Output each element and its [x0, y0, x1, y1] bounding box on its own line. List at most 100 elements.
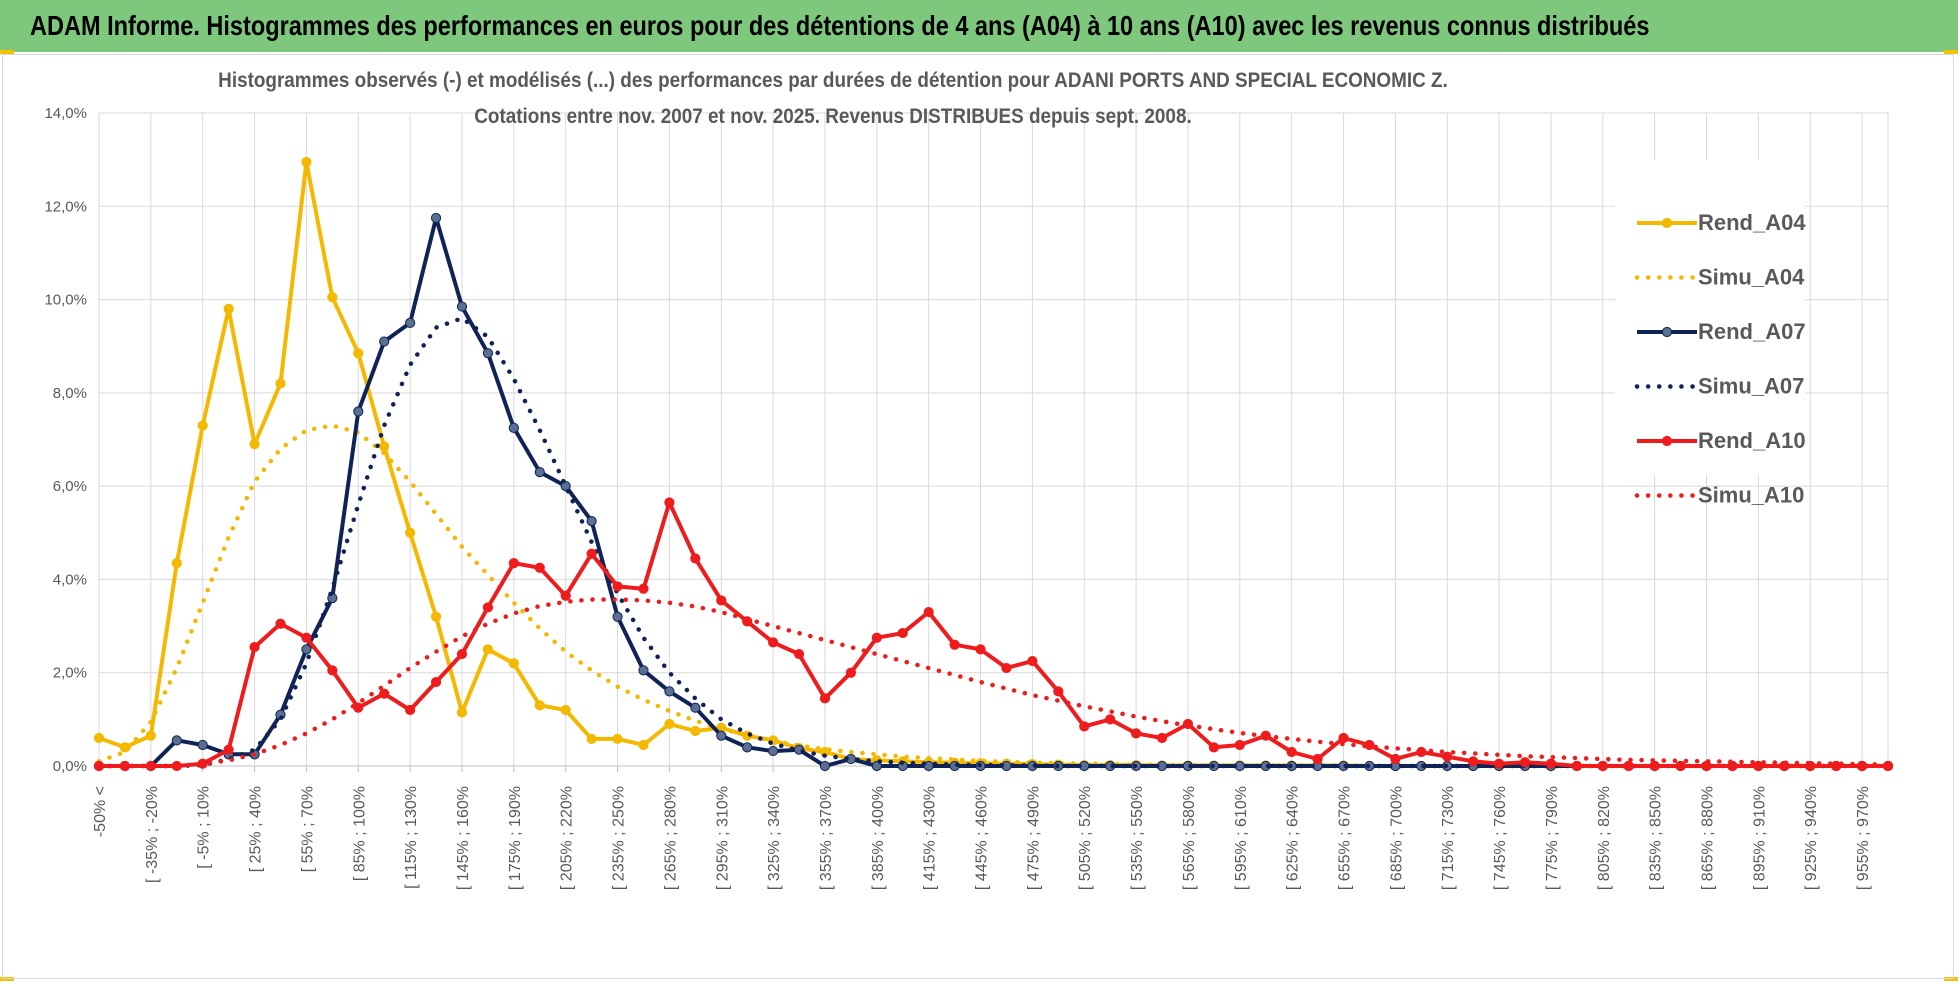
data-point-rend-a10 — [1623, 760, 1634, 772]
data-point-rend-a10 — [586, 548, 597, 559]
x-tick-label: [ 25% ; 40% — [248, 786, 265, 872]
data-point-rend-a04 — [353, 348, 364, 359]
x-tick-label: [ 775% ; 790% — [1544, 786, 1561, 890]
data-point-rend-a07 — [768, 745, 779, 757]
data-point-rend-a07 — [405, 317, 416, 328]
data-point-rend-a10 — [1053, 686, 1064, 697]
data-point-rend-a07 — [353, 406, 364, 417]
x-tick-label: [ 325% ; 340% — [766, 786, 783, 890]
x-tick-label: [ 535% ; 550% — [1129, 786, 1146, 890]
data-point-rend-a04 — [249, 439, 260, 450]
legend-label-rend-a10: Rend_A10 — [1698, 428, 1806, 453]
data-point-rend-a10 — [1597, 760, 1608, 772]
y-tick-label: 2,0% — [53, 665, 87, 682]
data-point-rend-a07 — [586, 516, 597, 527]
x-tick-label: [ 385% ; 400% — [870, 786, 887, 890]
data-point-rend-a04 — [430, 611, 442, 622]
x-tick-label: -50% < — [92, 786, 109, 837]
data-point-rend-a10 — [638, 583, 649, 594]
data-point-rend-a10 — [1338, 732, 1349, 744]
data-point-rend-a07 — [664, 686, 675, 697]
series-line-simu-a10 — [96, 597, 1891, 769]
data-point-rend-a10 — [1753, 760, 1764, 772]
legend-label-simu-a07: Simu_A07 — [1698, 374, 1804, 399]
x-tick-label: [ 955% ; 970% — [1855, 786, 1872, 890]
y-tick-label: 14,0% — [44, 105, 87, 122]
x-tick-label: [ 505% ; 520% — [1077, 786, 1094, 890]
data-point-rend-a07 — [171, 735, 182, 746]
data-point-rend-a07 — [638, 665, 649, 676]
y-tick-label: 8,0% — [53, 385, 87, 402]
series-line-rend-a10 — [99, 500, 1888, 768]
data-point-rend-a10 — [612, 581, 623, 592]
x-tick-label: [ 655% ; 670% — [1337, 786, 1354, 890]
grid — [98, 112, 1889, 767]
legend-label-simu-a04: Simu_A04 — [1698, 265, 1805, 290]
y-tick-label: 4,0% — [53, 571, 87, 588]
corner-mark-bottom-right — [1944, 977, 1958, 981]
data-point-rend-a10 — [508, 558, 519, 569]
data-point-rend-a04 — [664, 718, 675, 730]
data-point-rend-a10 — [405, 704, 416, 716]
y-tick-label: 6,0% — [53, 478, 87, 495]
data-point-rend-a10 — [949, 639, 960, 650]
data-point-rend-a07 — [716, 730, 727, 741]
data-point-rend-a10 — [1390, 753, 1401, 765]
x-tick-label: [ 835% ; 850% — [1648, 786, 1665, 890]
data-point-rend-a04 — [93, 732, 105, 744]
legend-marker-rend-a07 — [1661, 326, 1673, 338]
legend-marker-rend-a10 — [1661, 435, 1673, 447]
legend: Rend_A04 Simu_A04 Rend_A07 Simu_A07 Rend_A10… — [1634, 210, 1806, 508]
x-tick-label: [ 625% ; 640% — [1285, 786, 1302, 890]
data-point-rend-a04 — [690, 725, 701, 737]
x-tick-label: [ 565% ; 580% — [1181, 786, 1198, 890]
data-point-rend-a07 — [742, 742, 753, 753]
data-point-rend-a07 — [508, 422, 519, 433]
data-point-rend-a10 — [1831, 760, 1842, 772]
data-point-rend-a04 — [405, 527, 416, 538]
corner-mark-top-right — [1944, 50, 1958, 54]
chart-title: Histogrammes observés (-) et modélisés (… — [218, 69, 1448, 92]
data-point-rend-a04 — [482, 644, 494, 655]
data-point-rend-a10 — [975, 644, 986, 655]
corner-mark-top-left — [0, 50, 14, 54]
corner-mark-bottom-left — [0, 977, 14, 981]
y-tick-label: 12,0% — [44, 198, 87, 215]
data-point-rend-a10 — [249, 641, 260, 653]
data-point-rend-a07 — [482, 348, 494, 359]
data-point-rend-a10 — [482, 602, 494, 613]
data-point-rend-a10 — [430, 676, 442, 688]
x-tick-label: [ 145% ; 160% — [455, 786, 472, 890]
data-point-rend-a10 — [353, 702, 364, 713]
x-tick-label: [ 235% ; 250% — [611, 786, 628, 890]
header-banner: ADAM Informe. Histogrammes des performan… — [0, 0, 1958, 52]
data-point-rend-a07 — [430, 212, 442, 224]
data-point-rend-a04 — [379, 441, 390, 452]
data-point-rend-a07 — [690, 702, 701, 713]
histogram-chart: 0,0% 2,0% 4,0% 6,0% 8,0% 10,0% 12,0% 14,0% -50% … — [44, 69, 1894, 890]
legend-marker-rend-a04 — [1661, 217, 1673, 229]
legend-label-rend-a07: Rend_A07 — [1698, 319, 1806, 344]
y-tick-label: 10,0% — [44, 292, 87, 309]
data-point-rend-a10 — [664, 497, 675, 508]
x-tick-label: [ 175% ; 190% — [507, 786, 524, 890]
data-point-rend-a10 — [690, 553, 701, 564]
data-point-rend-a10 — [819, 693, 831, 704]
x-tick-label: [ 895% ; 910% — [1751, 786, 1768, 890]
x-tick-label: [ 745% ; 760% — [1492, 786, 1509, 890]
data-point-rend-a10 — [1156, 732, 1168, 744]
data-point-rend-a10 — [1545, 758, 1557, 769]
data-point-rend-a04 — [275, 378, 286, 389]
data-point-rend-a04 — [612, 733, 623, 745]
data-point-rend-a07 — [534, 467, 545, 478]
data-point-rend-a10 — [1675, 760, 1686, 772]
data-point-rend-a04 — [301, 156, 312, 168]
data-point-rend-a10 — [275, 618, 286, 629]
data-point-rend-a10 — [1001, 662, 1012, 674]
data-point-rend-a10 — [716, 595, 727, 606]
data-point-rend-a10 — [1208, 742, 1219, 753]
data-point-rend-a04 — [197, 420, 208, 431]
x-tick-label: [ -35% ; -20% — [144, 786, 161, 883]
data-point-rend-a07 — [560, 481, 571, 492]
data-point-rend-a10 — [1131, 728, 1142, 739]
